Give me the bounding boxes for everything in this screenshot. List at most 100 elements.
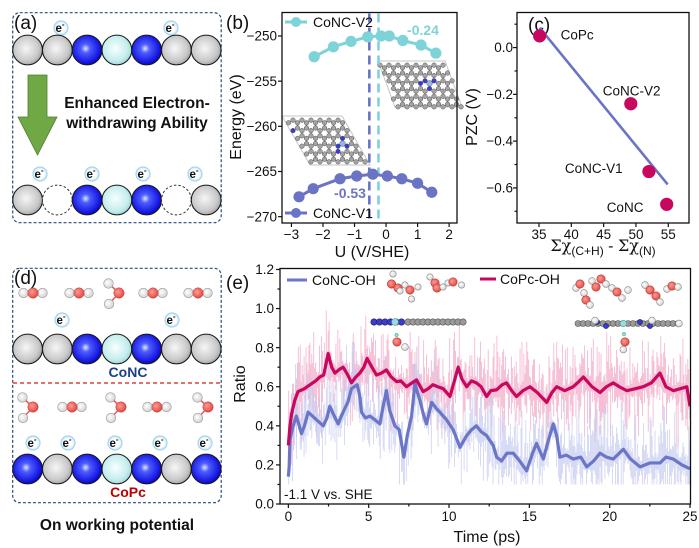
carbon-atom — [317, 128, 323, 134]
y-tick-label: −0.6 — [486, 181, 513, 196]
oxygen-atom — [392, 337, 402, 347]
carbon-atom — [326, 128, 332, 134]
carbon-atom — [422, 62, 428, 68]
electron-letter: e — [34, 169, 40, 181]
carbon-atom — [404, 62, 410, 68]
carbon-atom — [408, 65, 415, 71]
plot-marks — [286, 351, 691, 477]
oxygen-atom — [386, 279, 396, 289]
electron-bubble — [163, 20, 179, 36]
oxygen-atom — [651, 291, 661, 301]
hydrogen-atom — [618, 294, 626, 302]
point-label: CoNC-V2 — [603, 84, 661, 99]
hydrogen-atom — [105, 412, 117, 424]
carbon-atom — [344, 133, 350, 139]
y-tick-label: −255 — [247, 74, 277, 89]
carbon-atom — [326, 148, 332, 154]
electron-icon: e- — [163, 20, 179, 36]
x-tick-label: 0 — [285, 509, 293, 524]
carbon-atom — [458, 104, 464, 110]
carbon-atom — [358, 151, 364, 157]
electron-row-bottom: e-e-e-e- — [32, 166, 203, 182]
carbon-atom — [435, 96, 442, 102]
carbon-atom — [399, 65, 406, 71]
plot-marks: CoPc CoNC-V2 CoNC-V1 CoNC — [533, 26, 674, 215]
atom-row-bottom — [12, 453, 222, 485]
atom-blue — [71, 184, 103, 216]
data-point — [430, 47, 442, 59]
hydrogen-atom — [389, 270, 397, 278]
data-point — [426, 186, 438, 198]
carbon-atom — [404, 93, 410, 99]
electron-symbol: e- — [199, 435, 208, 450]
atom-gray — [160, 453, 192, 485]
carbon-atom — [408, 86, 415, 92]
electron-letter: e — [166, 315, 172, 327]
carbon-atom — [440, 62, 446, 68]
atom-gray — [160, 34, 192, 66]
carbon-atom — [408, 80, 415, 86]
carbon-atom — [395, 88, 401, 94]
x-tick-label: −2 — [315, 227, 330, 242]
x-tick-label: 55 — [661, 227, 676, 242]
hydrogen-atom — [602, 280, 610, 288]
carbon-atom — [353, 159, 359, 165]
hydrogen-atom — [105, 392, 116, 403]
data-point — [345, 35, 357, 48]
carbon-atom — [440, 78, 446, 84]
x-axis-label: U (V/SHE) — [335, 244, 410, 261]
y-tick-label: −265 — [247, 164, 277, 179]
x-tick-label: 0 — [382, 227, 390, 242]
electron-charge: - — [173, 312, 176, 321]
carbon-atom — [290, 117, 296, 123]
legend-label: CoNC-V1 — [313, 205, 373, 221]
y-axis-label: Energy (eV) — [228, 74, 245, 159]
panel-c-chart: 0.0 −0.2 −0.4 −0.6 35 40 45 50 55 (c) CoPc CoNC-V… — [464, 11, 690, 258]
carbon-atom — [349, 156, 355, 162]
vacancy-site — [41, 184, 73, 216]
oxygen-atom — [66, 401, 78, 413]
carbon-atom — [413, 73, 419, 79]
oxygen-atom — [448, 277, 458, 287]
carbon-atom — [408, 101, 415, 107]
atom-gray — [190, 184, 222, 216]
conc-oh-structure-inset — [370, 318, 467, 351]
carbon-atom — [353, 148, 359, 154]
electron-bubble — [60, 435, 76, 451]
carbon-atom — [435, 86, 442, 92]
carbon-atom — [349, 135, 355, 141]
carbon-atom — [339, 120, 346, 126]
cobalt-atom — [394, 333, 399, 337]
electron-charge: - — [161, 435, 164, 444]
carbon-atom — [344, 148, 350, 154]
carbon-atom — [326, 117, 332, 123]
carbon-atom — [431, 88, 437, 94]
electron-bubble — [53, 20, 69, 36]
panel-e-chart: (e) 0.0 0.2 0.4 0.6 0.8 1.0 1.2 0 5 10 15 20 25 CoNC… — [226, 262, 698, 546]
carbon-atom — [308, 128, 314, 134]
x-tick-label: 10 — [442, 509, 457, 524]
axes: 0.0 0.2 0.4 0.6 0.8 1.0 1.2 0 5 10 15 20 25 — [255, 262, 697, 524]
hydrogen-atom — [57, 401, 68, 413]
y-tick-label: −260 — [247, 119, 277, 134]
series-line-copc-oh — [286, 351, 691, 446]
y-tick-label: 0.6 — [255, 379, 274, 394]
carbon-atom — [303, 120, 310, 126]
nitrogen-atom — [637, 319, 643, 325]
electron-bubble — [25, 435, 41, 451]
data-point — [411, 177, 424, 189]
oxygen-atom — [591, 282, 601, 292]
electron-row-top: e-e- — [54, 312, 180, 328]
oxygen-atom — [596, 274, 606, 284]
carbon-atom — [440, 88, 446, 94]
carbon-atom — [299, 133, 305, 139]
panel-d-label: (d) — [14, 268, 37, 289]
electron-bubble — [84, 166, 100, 182]
nitrogen-atom — [397, 318, 405, 326]
hydrogen-atom — [192, 392, 203, 403]
hydrogen-atom — [192, 412, 204, 424]
electron-letter: e — [62, 438, 68, 450]
water-molecule-linear — [57, 401, 87, 413]
electron-letter: e — [165, 23, 171, 35]
electron-icon: e- — [60, 435, 76, 451]
